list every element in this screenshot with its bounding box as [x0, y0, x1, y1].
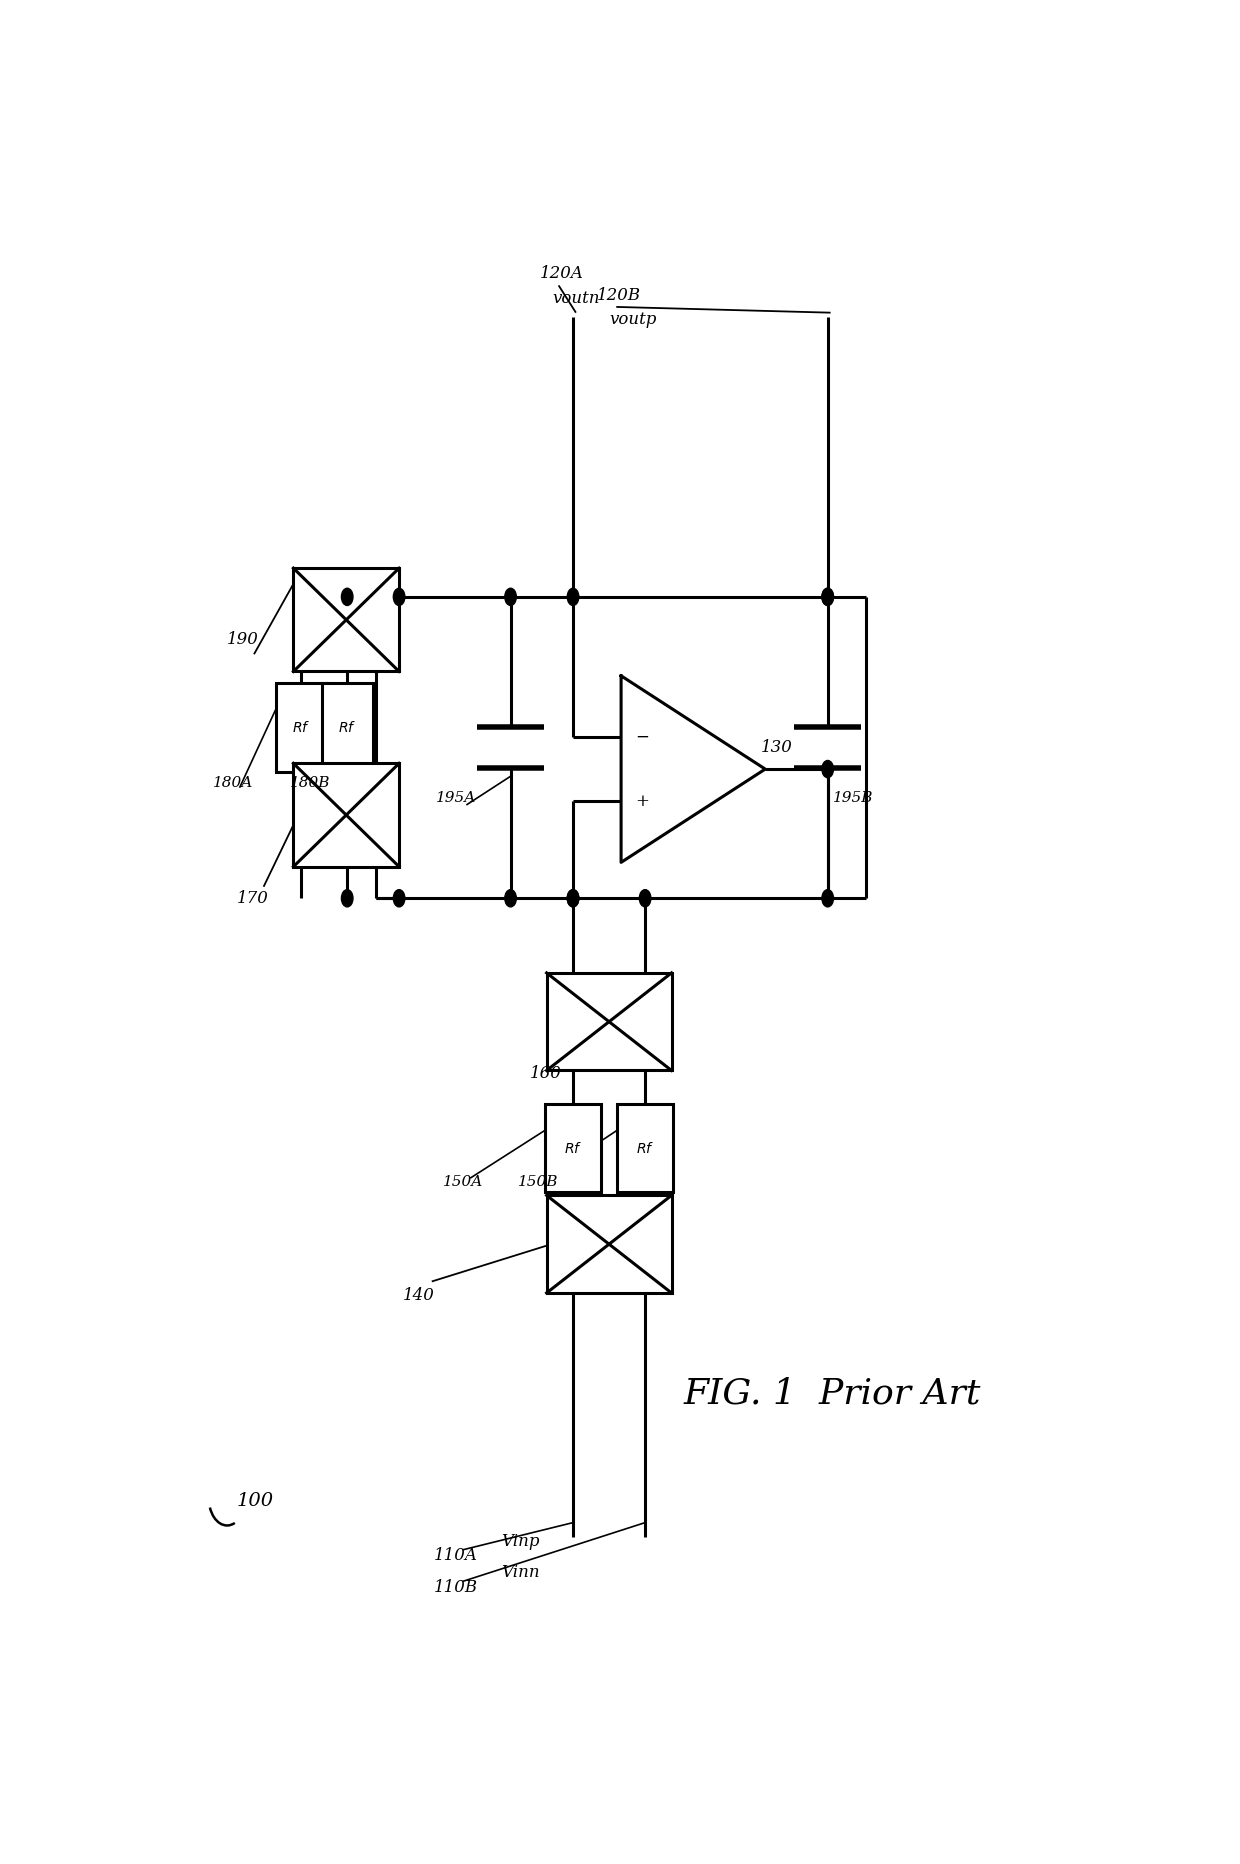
- Bar: [618, 1103, 673, 1193]
- Circle shape: [505, 589, 516, 606]
- Circle shape: [640, 889, 651, 908]
- Bar: [546, 1103, 601, 1193]
- Text: +: +: [635, 792, 650, 809]
- Bar: [321, 682, 373, 772]
- Circle shape: [505, 889, 516, 908]
- Circle shape: [567, 889, 579, 908]
- Text: voutn: voutn: [552, 289, 599, 308]
- Circle shape: [822, 761, 833, 777]
- Text: 120A: 120A: [539, 265, 583, 283]
- Text: 150B: 150B: [518, 1176, 559, 1189]
- Text: 130: 130: [760, 738, 792, 757]
- Circle shape: [567, 889, 579, 908]
- Circle shape: [567, 589, 579, 606]
- Text: 190: 190: [227, 632, 259, 649]
- Text: 100: 100: [237, 1491, 274, 1510]
- Text: 110A: 110A: [434, 1547, 477, 1564]
- Text: 110B: 110B: [434, 1579, 477, 1596]
- Circle shape: [393, 589, 404, 606]
- Circle shape: [341, 889, 353, 908]
- Text: 180B: 180B: [290, 777, 330, 790]
- Bar: [547, 973, 672, 1070]
- Text: 170: 170: [237, 889, 269, 906]
- Text: 150A: 150A: [444, 1176, 484, 1189]
- Circle shape: [822, 589, 833, 606]
- Circle shape: [822, 589, 833, 606]
- Text: $Rf$: $Rf$: [636, 1141, 655, 1156]
- Bar: [294, 569, 399, 671]
- Text: FIG. 1  Prior Art: FIG. 1 Prior Art: [683, 1376, 981, 1411]
- Text: 180A: 180A: [213, 777, 253, 790]
- Text: $Rf$: $Rf$: [291, 720, 310, 734]
- Text: $Rf$: $Rf$: [564, 1141, 582, 1156]
- Text: 160: 160: [529, 1064, 562, 1081]
- Text: 195B: 195B: [832, 790, 873, 805]
- Text: Vinp: Vinp: [501, 1532, 539, 1549]
- Circle shape: [341, 589, 353, 606]
- Text: Vinn: Vinn: [501, 1564, 539, 1581]
- Text: 120B: 120B: [596, 287, 641, 304]
- Text: voutp: voutp: [610, 311, 657, 328]
- Circle shape: [822, 889, 833, 908]
- Text: $Rf$: $Rf$: [339, 720, 356, 734]
- Bar: [294, 764, 399, 867]
- Bar: [547, 1195, 672, 1294]
- Text: 140: 140: [403, 1288, 435, 1305]
- Circle shape: [393, 889, 404, 908]
- Text: 195A: 195A: [435, 790, 476, 805]
- Bar: [275, 682, 326, 772]
- Text: −: −: [635, 729, 650, 746]
